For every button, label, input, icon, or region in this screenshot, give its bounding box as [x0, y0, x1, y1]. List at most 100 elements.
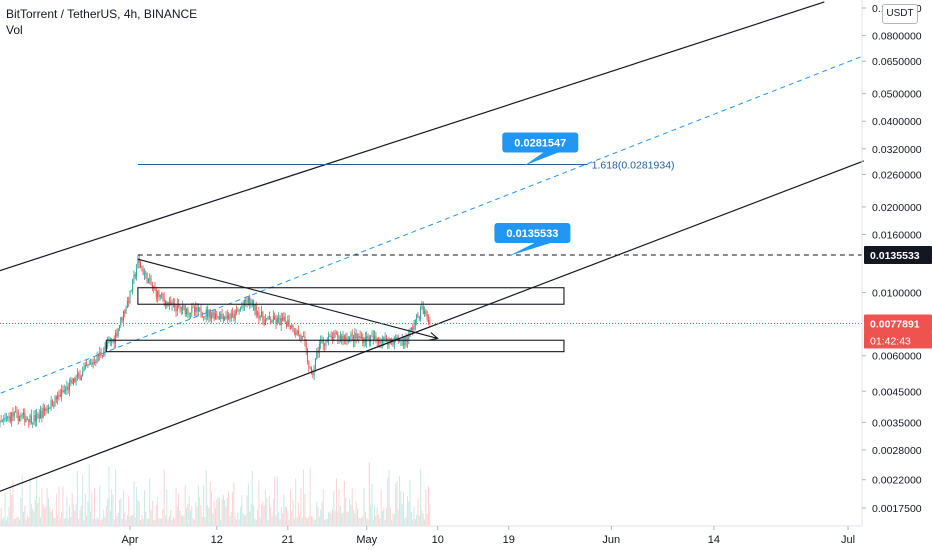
volume-bar [80, 505, 82, 526]
volume-bar [287, 510, 289, 526]
volume-bar [283, 494, 285, 526]
candle-body [91, 363, 93, 365]
volume-bar [343, 481, 345, 526]
volume-bar [356, 508, 358, 526]
candle-body [1, 420, 3, 422]
volume-bar [193, 519, 195, 526]
volume-bar [232, 491, 234, 526]
volume-bar [147, 518, 149, 526]
volume-bar [182, 516, 184, 526]
volume-bar [429, 504, 431, 526]
volume-bar [46, 488, 48, 526]
volume-bar [111, 488, 113, 526]
volume-bar [209, 481, 211, 526]
volume-bar [428, 486, 430, 526]
volume-bar [413, 506, 415, 526]
volume-bar [313, 519, 315, 526]
candle-body [226, 315, 228, 319]
volume-bar [22, 511, 24, 526]
candle-body [66, 386, 68, 390]
candle-body [55, 396, 57, 400]
candle-body [83, 368, 85, 372]
currency-button[interactable]: USDT [882, 4, 918, 24]
candle-body [305, 342, 307, 350]
volume-bar [330, 513, 332, 526]
candle-body [253, 300, 255, 311]
volume-bar [333, 491, 335, 526]
candle-body [116, 333, 118, 336]
volume-bar [44, 508, 46, 526]
candle-body [65, 389, 67, 391]
volume-bar [30, 503, 32, 526]
volume-bar [360, 518, 362, 526]
volume-bar [300, 488, 302, 526]
candle-body [417, 314, 419, 318]
volume-bar [396, 480, 398, 526]
volume-bar [424, 519, 426, 526]
candle-body [3, 418, 5, 421]
volume-bar [138, 501, 140, 526]
volume-bar [175, 487, 177, 526]
volume-bar [105, 506, 107, 526]
candle-body [280, 317, 282, 326]
countdown-bg [864, 332, 932, 349]
candle-body [360, 337, 362, 339]
candle-body [408, 332, 410, 341]
candle-body [199, 307, 201, 309]
candle-body [61, 390, 63, 397]
volume-bar [243, 515, 245, 526]
time-tick-label: 12 [211, 534, 223, 546]
candle-body [74, 378, 76, 383]
candle-body [29, 415, 31, 423]
volume-bar [276, 476, 278, 526]
volume-bar [115, 469, 117, 526]
candle-body [217, 316, 219, 318]
volume-bar [112, 494, 114, 526]
volume-bar [84, 493, 86, 526]
volume-bar [359, 518, 361, 526]
volume-bar [153, 519, 155, 526]
volume-bar [224, 500, 226, 526]
volume-bar [349, 499, 351, 526]
volume-bar [33, 511, 35, 526]
volume-bar [378, 514, 380, 526]
candle-body [26, 418, 28, 420]
candle-body [93, 361, 95, 364]
candle-body [129, 290, 131, 303]
time-tick-label: 19 [503, 534, 515, 546]
price-tick-label: 0.0800000 [872, 31, 922, 43]
candle-body [211, 315, 213, 319]
volume-bar [78, 519, 80, 526]
candle-body [45, 408, 47, 412]
candle-body [251, 300, 253, 303]
volume-bar [28, 517, 30, 526]
volume-bar [217, 497, 219, 526]
candle-body [79, 374, 81, 380]
volume-bar [280, 507, 282, 526]
callout-lower: 0.0135533 [494, 223, 571, 257]
volume-bar [282, 513, 284, 526]
candle-body [51, 400, 53, 407]
volume-bar [16, 516, 18, 526]
volume-bar [325, 519, 327, 526]
candle-body [213, 312, 215, 320]
candle-body [163, 297, 165, 302]
candle-body [187, 308, 189, 315]
volume-bar [151, 500, 153, 526]
candle-body [161, 293, 163, 295]
candle-body [284, 316, 286, 322]
volume-bar [341, 513, 343, 526]
price-tags: 0.0281547 0.0135533 0.0135533 0.0077891 01:4… [494, 132, 932, 349]
volume-bar [363, 488, 365, 526]
candle-body [245, 299, 247, 303]
candle-body [212, 312, 214, 316]
volume-bar [199, 496, 201, 526]
candle-body [182, 305, 184, 310]
candle-body [416, 314, 418, 321]
candle-body [138, 258, 140, 263]
volume-bar [284, 507, 286, 526]
volume-bar [397, 509, 399, 526]
volume-bar [196, 506, 198, 526]
candle-body [5, 417, 7, 419]
